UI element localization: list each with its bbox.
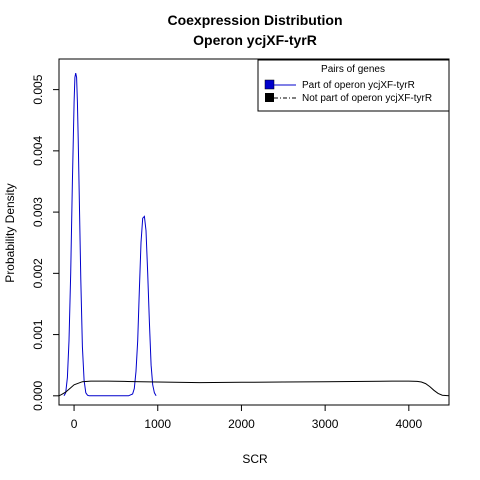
y-tick-label: 0.000 [31, 380, 45, 410]
y-tick-label: 0.003 [31, 197, 45, 227]
y-tick-label: 0.004 [31, 136, 45, 166]
x-tick-label: 1000 [144, 417, 171, 431]
legend-swatch-part-of-operon [264, 79, 275, 90]
y-axis-label: Probability Density [3, 183, 17, 282]
series-line-part-of-operon [63, 72, 157, 397]
x-axis: 0 1000 2000 3000 4000 [71, 405, 422, 431]
plot-frame [58, 58, 450, 406]
legend: Pairs of genes Part of operon ycjXF-tyrR… [257, 59, 450, 112]
legend-swatch-not-part-of-operon [265, 93, 274, 102]
x-axis-label: SCR [242, 452, 268, 466]
series-line-not-part-of-operon [58, 380, 450, 397]
x-tick-label: 4000 [395, 417, 422, 431]
y-tick-label: 0.002 [31, 258, 45, 288]
legend-title: Pairs of genes [321, 64, 385, 75]
y-tick-label: 0.001 [31, 319, 45, 349]
chart-subtitle: Operon ycjXF-tyrR [193, 32, 317, 48]
chart-title: Coexpression Distribution [167, 12, 342, 28]
x-tick-label: 0 [71, 417, 78, 431]
plot-area [58, 58, 450, 406]
legend-label-not-part-of-operon: Not part of operon ycjXF-tyrR [302, 93, 432, 104]
legend-label-part-of-operon: Part of operon ycjXF-tyrR [302, 80, 415, 91]
y-tick-label: 0.005 [31, 74, 45, 104]
x-tick-label: 3000 [312, 417, 339, 431]
x-tick-label: 2000 [228, 417, 255, 431]
y-axis: 0.000 0.001 0.002 0.003 0.004 0.005 [31, 74, 59, 411]
series-group [58, 72, 450, 397]
